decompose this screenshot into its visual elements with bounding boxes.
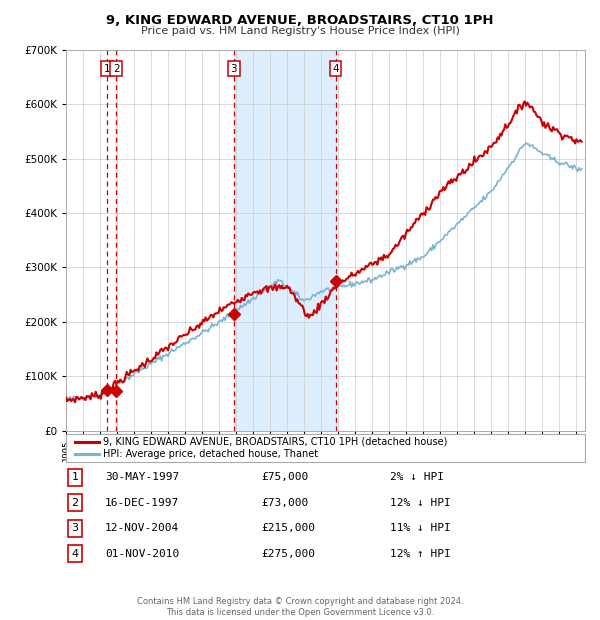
Text: 3: 3 xyxy=(230,64,237,74)
Text: 12% ↑ HPI: 12% ↑ HPI xyxy=(390,549,451,559)
Text: £275,000: £275,000 xyxy=(261,549,315,559)
Text: HPI: Average price, detached house, Thanet: HPI: Average price, detached house, Than… xyxy=(103,449,319,459)
Text: 2% ↓ HPI: 2% ↓ HPI xyxy=(390,472,444,482)
Text: £215,000: £215,000 xyxy=(261,523,315,533)
Text: 12-NOV-2004: 12-NOV-2004 xyxy=(105,523,179,533)
Text: Price paid vs. HM Land Registry's House Price Index (HPI): Price paid vs. HM Land Registry's House … xyxy=(140,26,460,36)
Text: £73,000: £73,000 xyxy=(261,498,308,508)
Text: £75,000: £75,000 xyxy=(261,472,308,482)
Text: 3: 3 xyxy=(71,523,79,533)
Text: 2: 2 xyxy=(113,64,119,74)
Text: 1: 1 xyxy=(104,64,110,74)
Text: 30-MAY-1997: 30-MAY-1997 xyxy=(105,472,179,482)
Text: 2: 2 xyxy=(71,498,79,508)
Text: 11% ↓ HPI: 11% ↓ HPI xyxy=(390,523,451,533)
Text: Contains HM Land Registry data © Crown copyright and database right 2024.
This d: Contains HM Land Registry data © Crown c… xyxy=(137,598,463,617)
Text: 9, KING EDWARD AVENUE, BROADSTAIRS, CT10 1PH (detached house): 9, KING EDWARD AVENUE, BROADSTAIRS, CT10… xyxy=(103,437,448,447)
Bar xyxy=(234,50,335,431)
Text: 4: 4 xyxy=(332,64,339,74)
Text: 4: 4 xyxy=(71,549,79,559)
Text: 01-NOV-2010: 01-NOV-2010 xyxy=(105,549,179,559)
Text: 12% ↓ HPI: 12% ↓ HPI xyxy=(390,498,451,508)
Text: 1: 1 xyxy=(71,472,79,482)
Text: 9, KING EDWARD AVENUE, BROADSTAIRS, CT10 1PH: 9, KING EDWARD AVENUE, BROADSTAIRS, CT10… xyxy=(106,14,494,27)
Text: 16-DEC-1997: 16-DEC-1997 xyxy=(105,498,179,508)
